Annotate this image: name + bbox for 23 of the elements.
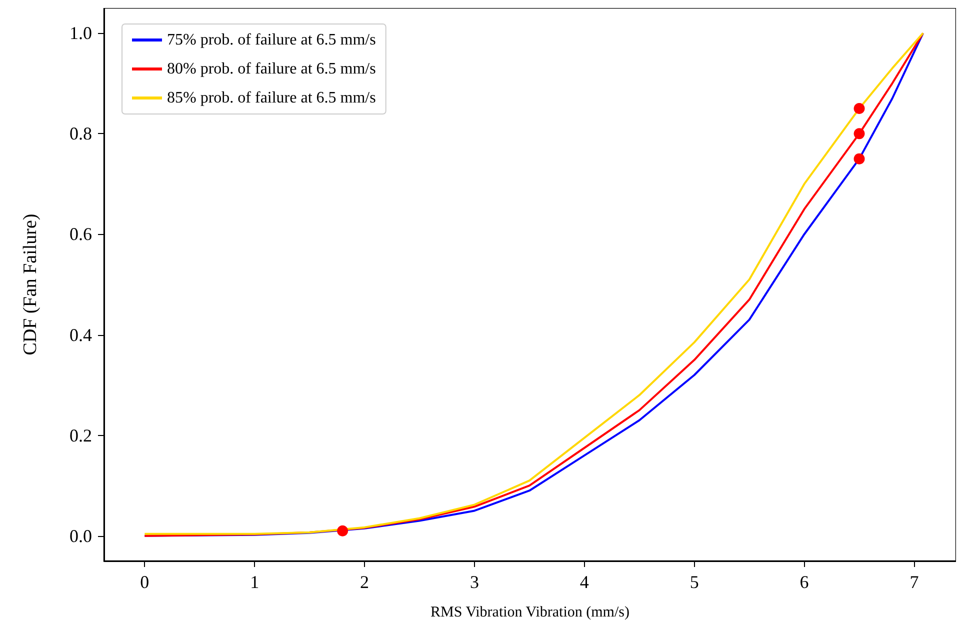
x-axis-title: RMS Vibration Vibration (mm/s) xyxy=(430,604,630,620)
legend-label: 75% prob. of failure at 6.5 mm/s xyxy=(167,32,376,48)
x-tick-label: 1 xyxy=(250,572,260,592)
x-tick-label: 4 xyxy=(580,572,589,592)
y-tick-label: 0.4 xyxy=(70,324,92,345)
x-tick-label: 0 xyxy=(140,572,150,592)
point xyxy=(854,103,865,114)
point xyxy=(337,525,348,536)
x-tick-label: 3 xyxy=(470,572,479,592)
legend-label: 85% prob. of failure at 6.5 mm/s xyxy=(167,90,376,106)
x-tick-label: 5 xyxy=(690,572,699,592)
y-axis-title: CDF (Fan Failure) xyxy=(20,214,41,356)
legend-label: 80% prob. of failure at 6.5 mm/s xyxy=(167,60,376,78)
y-tick-label: 0.6 xyxy=(70,224,92,244)
point xyxy=(854,128,865,140)
y-tick-label: 0.8 xyxy=(70,124,92,144)
point xyxy=(854,153,865,164)
y-tick-label: 1.0 xyxy=(70,23,92,44)
x-tick-label: 6 xyxy=(800,572,809,592)
y-tick-label: 0.0 xyxy=(70,526,92,546)
y-tick-label: 0.2 xyxy=(70,425,92,446)
x-tick-label: 7 xyxy=(910,572,919,592)
x-tick-label: 2 xyxy=(360,572,370,592)
